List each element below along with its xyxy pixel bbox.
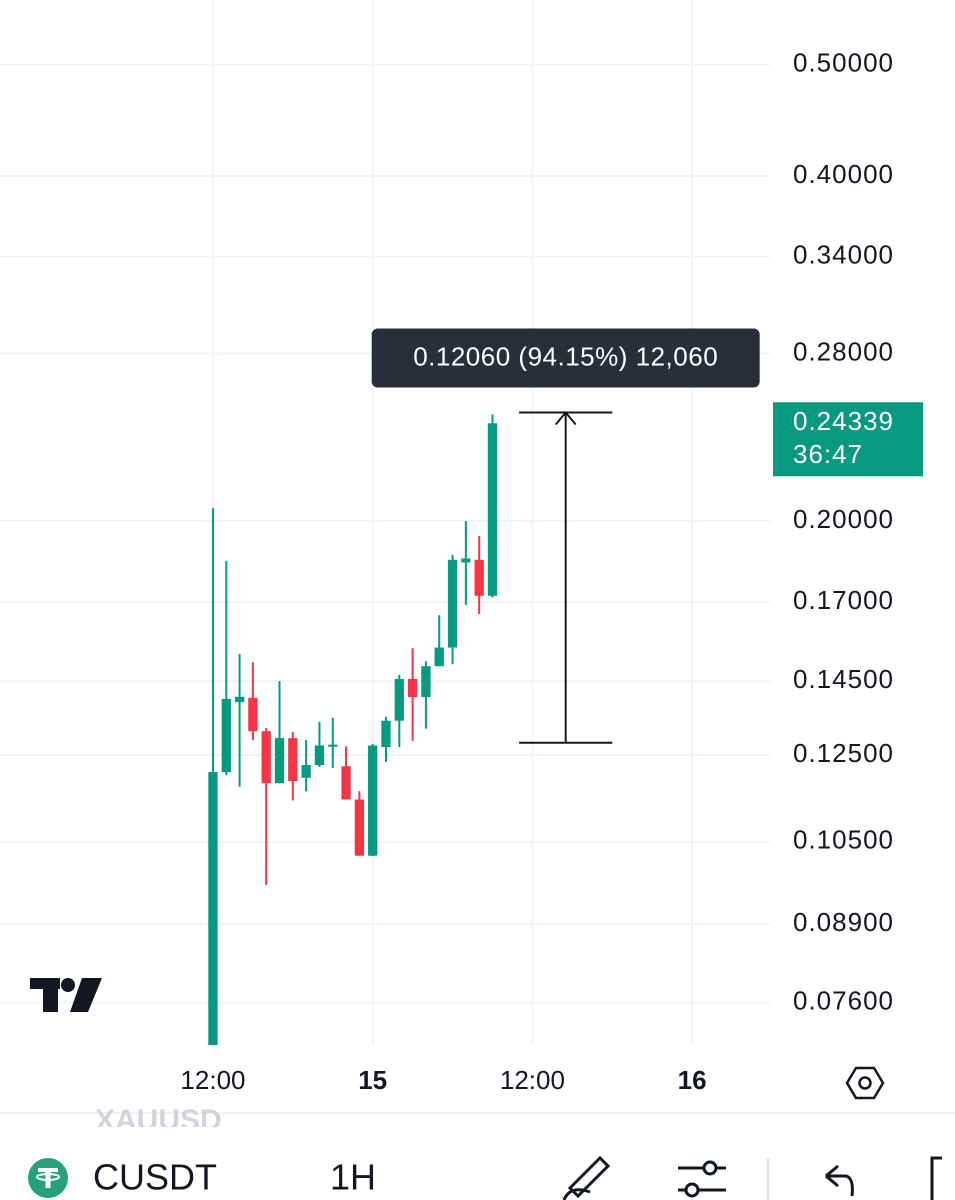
countdown: 36:47 — [793, 439, 863, 469]
candle-body — [288, 738, 298, 782]
toolbar-bg — [0, 1127, 955, 1200]
candle-body — [328, 744, 338, 747]
candle-body — [447, 559, 458, 648]
candle-body — [407, 679, 418, 698]
fullscreen-icon[interactable] — [930, 1156, 942, 1200]
interval[interactable]: 1H — [330, 1157, 376, 1198]
x-tick-label: 12:00 — [500, 1065, 565, 1095]
x-tick-label: 12:00 — [180, 1065, 245, 1095]
measure-tooltip-bg — [371, 328, 760, 388]
y-tick-label: 0.34000 — [793, 240, 894, 270]
candle-body — [461, 558, 471, 563]
x-tick-label: 15 — [358, 1065, 387, 1095]
axis: 0.50000 0.40000 0.34000 0.28000 0.20000 0.170… — [180, 48, 923, 1095]
candle-body — [394, 679, 404, 721]
y-tick-label: 0.20000 — [793, 504, 894, 534]
y-tick-label: 0.08900 — [793, 907, 894, 937]
candle-body — [261, 731, 271, 784]
y-tick-label: 0.28000 — [793, 336, 894, 366]
y-tick-label: 0.40000 — [793, 159, 894, 189]
last-price-bg — [773, 402, 923, 477]
tv-logo — [30, 978, 102, 1012]
y-tick-label: 0.14500 — [793, 664, 894, 694]
candle-body — [381, 720, 391, 748]
candle-body — [368, 745, 378, 856]
candle-body — [487, 423, 498, 596]
indicators-icon[interactable] — [678, 1160, 726, 1198]
y-tick-label: 0.50000 — [793, 48, 894, 78]
candle-body — [248, 697, 258, 732]
symbol[interactable]: CUSDT — [93, 1157, 217, 1198]
draw-icon[interactable] — [562, 1155, 611, 1200]
candle-body — [341, 766, 351, 800]
candle-body — [274, 738, 285, 784]
candle-body — [221, 698, 231, 772]
candles — [208, 414, 498, 1045]
undo-icon[interactable] — [825, 1164, 854, 1197]
settings-icon[interactable] — [845, 1066, 885, 1100]
candle-body — [234, 696, 245, 703]
y-tick-label: 0.07600 — [793, 986, 894, 1016]
measure-arrow — [554, 410, 577, 426]
x-tick-label: 16 — [678, 1065, 707, 1095]
candle-body — [314, 745, 325, 766]
grid — [0, 0, 770, 1045]
candle-body — [434, 647, 444, 667]
last-price: 0.24339 — [793, 406, 894, 436]
candle-body — [474, 559, 484, 596]
tether-logo — [28, 1158, 68, 1198]
candle-body — [354, 799, 365, 856]
y-tick-label: 0.12500 — [793, 738, 894, 768]
candle-body — [301, 765, 311, 778]
y-tick-label: 0.17000 — [793, 585, 894, 615]
overlay: 0.12060 (94.15%) 12,060 — [371, 328, 760, 744]
candle-body — [421, 666, 431, 698]
measure-tooltip: 0.12060 (94.15%) 12,060 — [413, 341, 718, 371]
candle-body — [208, 771, 218, 1045]
y-tick-label: 0.10500 — [793, 825, 894, 855]
